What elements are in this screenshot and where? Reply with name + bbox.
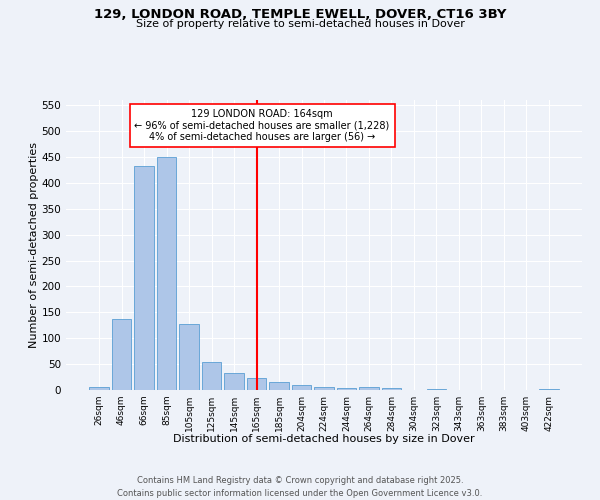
Bar [539,389,559,390]
Text: Contains HM Land Registry data © Crown copyright and database right 2025.
Contai: Contains HM Land Registry data © Crown c… [118,476,482,498]
Bar [247,378,266,390]
Bar [337,388,356,390]
Y-axis label: Number of semi-detached properties: Number of semi-detached properties [29,142,38,348]
Bar [224,374,244,390]
Text: Size of property relative to semi-detached houses in Dover: Size of property relative to semi-detach… [136,19,464,29]
Bar [292,386,311,390]
Text: 129 LONDON ROAD: 164sqm
← 96% of semi-detached houses are smaller (1,228)
4% of : 129 LONDON ROAD: 164sqm ← 96% of semi-de… [134,108,390,142]
Bar [314,387,334,390]
Bar [179,324,199,390]
Bar [359,388,379,390]
Bar [269,382,289,390]
X-axis label: Distribution of semi-detached houses by size in Dover: Distribution of semi-detached houses by … [173,434,475,444]
Text: 129, LONDON ROAD, TEMPLE EWELL, DOVER, CT16 3BY: 129, LONDON ROAD, TEMPLE EWELL, DOVER, C… [94,8,506,20]
Bar [134,166,154,390]
Bar [202,362,221,390]
Bar [112,319,131,390]
Bar [157,157,176,390]
Bar [89,388,109,390]
Bar [382,388,401,390]
